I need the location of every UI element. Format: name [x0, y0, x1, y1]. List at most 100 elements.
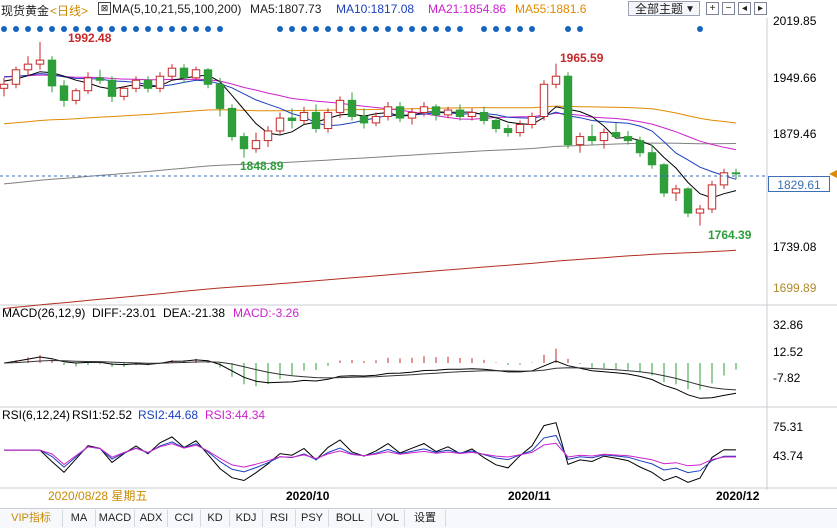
signal-dot — [697, 26, 703, 32]
tab-kdj[interactable]: KDJ — [230, 510, 263, 527]
signal-dot — [397, 26, 403, 32]
tab-kd[interactable]: KD — [201, 510, 230, 527]
candle-body — [347, 99, 357, 117]
candle-body — [227, 107, 237, 138]
tab-cci[interactable]: CCI — [168, 510, 201, 527]
theme-dropdown-label: 全部主题 — [635, 2, 684, 16]
candle-body — [143, 79, 153, 89]
macd-tick: 32.86 — [773, 318, 803, 332]
candle-body — [599, 132, 609, 142]
candle-body — [191, 69, 201, 79]
x-label: 2020/11 — [508, 489, 551, 503]
candle-body — [287, 117, 297, 121]
signal-dot — [157, 26, 163, 32]
signal-dot — [313, 26, 319, 32]
x-label: 2020/10 — [286, 489, 330, 503]
signal-dot — [145, 26, 151, 32]
signal-dot — [481, 26, 487, 32]
ma200-line — [3, 249, 737, 309]
candle-body — [131, 79, 141, 89]
signal-dot — [193, 26, 199, 32]
ma-toggle-icon[interactable]: ⊠ — [98, 2, 111, 15]
signal-dot — [61, 26, 67, 32]
price-tick: 1699.89 — [773, 281, 817, 295]
symbol-title: 现货黄金 — [1, 4, 50, 18]
candle-body — [0, 83, 9, 89]
tab-settings[interactable]: 设置 — [405, 510, 446, 527]
rsi1-line — [4, 422, 737, 483]
candle-body — [335, 99, 345, 113]
candle-body — [215, 83, 225, 109]
chevron-down-icon: ▼ — [685, 4, 695, 15]
candle-body — [119, 87, 129, 97]
macd-macd-value: MACD:-3.26 — [233, 306, 299, 320]
signal-dot — [85, 26, 91, 32]
scroll-right-icon[interactable]: ▸ — [754, 2, 767, 15]
tab-psy[interactable]: PSY — [296, 510, 329, 527]
chart-header: 现货黄金 <日线> ⊠ MA(5,10,21,55,100,200) MA5:1… — [0, 0, 837, 18]
indicator-tabs: VIP指标 MA MACD ADX CCI KD KDJ RSI PSY BOL… — [0, 508, 837, 528]
signal-dot — [517, 26, 523, 32]
candle-body — [467, 111, 477, 117]
theme-dropdown[interactable]: 全部主题 ▼ — [628, 1, 700, 16]
candle-body — [443, 109, 453, 116]
candle-body — [323, 111, 333, 130]
candle-body — [239, 136, 249, 150]
minus-icon[interactable]: − — [722, 2, 735, 15]
signal-dot — [217, 26, 223, 32]
candle-body — [95, 77, 105, 81]
tab-ma[interactable]: MA — [63, 510, 96, 527]
candle-body — [155, 75, 165, 89]
signal-dot — [73, 26, 79, 32]
rsi2-value: RSI2:44.68 — [138, 408, 198, 422]
rsi3-line — [4, 442, 736, 468]
current-price-badge: 1829.61 — [768, 176, 830, 192]
candle-body — [35, 59, 45, 65]
tab-vol[interactable]: VOL — [372, 510, 405, 527]
tab-macd[interactable]: MACD — [96, 510, 135, 527]
signal-dot — [289, 26, 295, 32]
signal-dot — [13, 26, 19, 32]
signal-dot — [133, 26, 139, 32]
price-tick: 1879.46 — [773, 127, 817, 141]
add-icon[interactable]: + — [706, 2, 719, 15]
tab-adx[interactable]: ADX — [135, 510, 168, 527]
tab-rsi[interactable]: RSI — [263, 510, 296, 527]
candle-body — [47, 59, 57, 87]
tab-vip[interactable]: VIP指标 — [0, 510, 63, 527]
x-label: 2020/12 — [716, 489, 760, 503]
candle-body — [707, 184, 717, 210]
signal-dot — [49, 26, 55, 32]
ma55-line — [3, 105, 737, 125]
signal-dot — [205, 26, 211, 32]
signal-dot — [337, 26, 343, 32]
scroll-left-icon[interactable]: ◂ — [738, 2, 751, 15]
candle-body — [83, 77, 93, 92]
candle-body — [311, 111, 321, 130]
rsi-tick: 75.31 — [773, 420, 803, 434]
candle-body — [527, 115, 537, 126]
candle-body — [587, 136, 597, 142]
tab-boll[interactable]: BOLL — [329, 510, 372, 527]
period-selector[interactable]: <日线> — [50, 4, 89, 18]
signal-dot — [373, 26, 379, 32]
candle-body — [407, 111, 417, 119]
signal-dot — [361, 26, 367, 32]
signal-dot — [565, 26, 571, 32]
rsi3-value: RSI3:44.34 — [205, 408, 265, 422]
macd-diff-line — [3, 356, 737, 399]
candle-body — [59, 85, 69, 101]
candle-body — [575, 136, 585, 146]
rsi1-value: RSI1:52.52 — [72, 408, 132, 422]
candle-body — [503, 128, 513, 134]
signal-dot — [433, 26, 439, 32]
x-start-label: 2020/08/28 星期五 — [48, 489, 147, 503]
rsi-label: RSI(6,12,24) — [2, 408, 70, 422]
candle-body — [623, 136, 633, 142]
macd-tick: 12.52 — [773, 345, 803, 359]
candle-body — [203, 69, 213, 85]
signal-dots — [1, 26, 703, 32]
candle-body — [515, 124, 525, 134]
signal-dot — [169, 26, 175, 32]
